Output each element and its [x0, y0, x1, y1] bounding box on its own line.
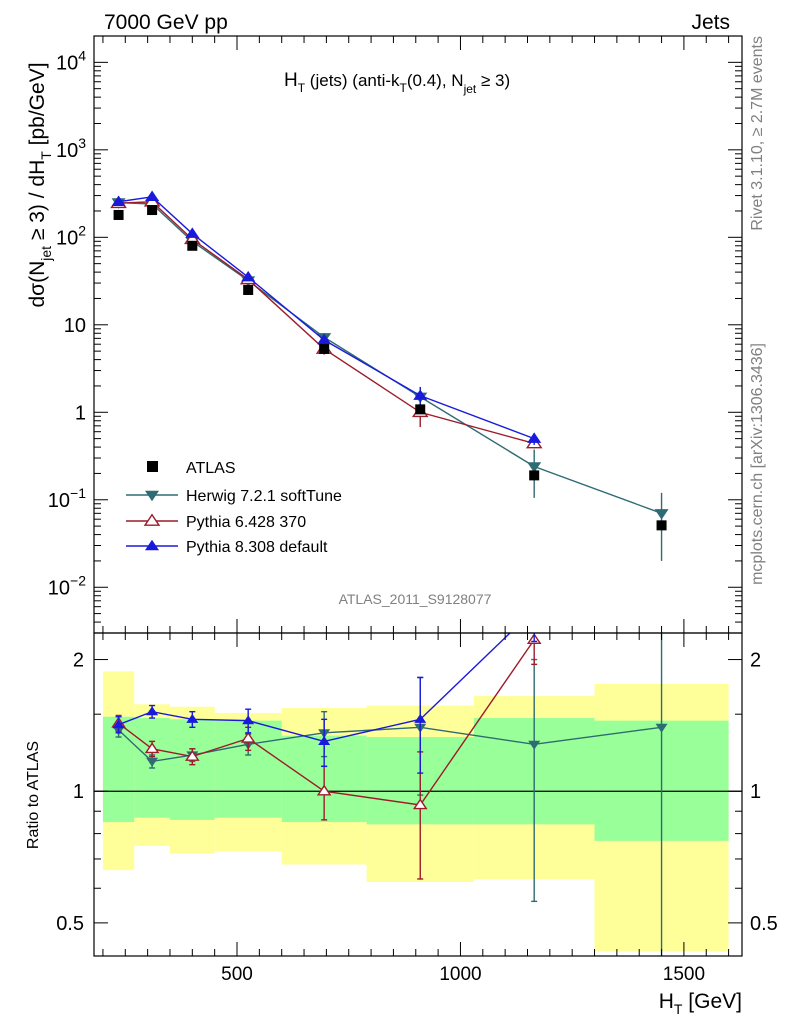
ratio-frame	[93, 632, 743, 957]
y-tick-label-6: 10−2	[48, 572, 86, 599]
ratio-tick-label-right-2: 2	[750, 650, 761, 672]
ratio-point-2-3	[242, 715, 255, 725]
ratio-point-2-4	[318, 735, 331, 745]
data-point-5	[415, 404, 426, 415]
main-point-0-7	[654, 509, 669, 520]
ratio-tick-label-right-1: 1	[750, 781, 761, 803]
main-point-2-1	[145, 190, 160, 202]
ratio-point-2-2	[186, 713, 199, 723]
ratio-point-2-6	[528, 604, 540, 613]
y-tick-label-0: 104	[56, 47, 86, 74]
y-axis-label: dσ(Njet ≥ 3) / dHT [pb/GeV]	[26, 62, 54, 307]
ratio-y-axis-label: Ratio to ATLAS	[25, 741, 42, 849]
main-point-2-4	[317, 333, 332, 345]
data-point-1	[147, 205, 158, 216]
legend-marker-data	[147, 461, 158, 472]
ratio-band-green-2	[169, 719, 215, 820]
legend-marker-2	[145, 539, 159, 551]
legend: ATLAS Herwig 7.2.1 softTune Pythia 6.428…	[126, 460, 342, 556]
rivet-label: Rivet 3.1.10, ≥ 2.7M events	[749, 36, 766, 231]
legend-label-pythia6: Pythia 6.428 370	[186, 514, 306, 531]
axis-ticks	[94, 35, 742, 956]
energy-label: 7000 GeV pp	[104, 11, 228, 34]
x-axis-label: HT [GeV]	[659, 990, 742, 1017]
legend-label-herwig: Herwig 7.2.1 softTune	[186, 488, 342, 505]
ratio-bands	[94, 671, 742, 952]
plot-title: HT (jets) (anti-kT(0.4), Njet ≥ 3)	[284, 70, 510, 96]
main-point-2-3	[241, 270, 256, 282]
y-tick-label-1: 103	[56, 135, 86, 162]
ratio-point-2-1	[146, 706, 159, 716]
ratio-tick-label-left-1: 1	[73, 781, 84, 803]
x-tick-label-2: 1500	[663, 964, 705, 985]
main-point-2-0	[111, 195, 126, 206]
ratio-point-2-0	[112, 719, 125, 729]
data-point-2	[187, 240, 198, 251]
y-tick-label-4: 1	[75, 402, 86, 424]
x-tick-label-0: 500	[221, 964, 253, 985]
data-point-7	[656, 520, 667, 531]
ratio-tick-label-right-0: 0.5	[750, 913, 778, 935]
ratio-line-0	[118, 726, 662, 763]
mcplots-label: mcplots.cern.ch [arXiv:1306.3436]	[749, 343, 766, 585]
legend-marker-1	[143, 513, 161, 526]
data-point-0	[113, 209, 124, 220]
ratio-point-2-5	[414, 713, 427, 723]
ratio-point-0-1	[146, 757, 159, 767]
ratio-point-1-5	[412, 798, 428, 810]
ratio-point-0-6	[528, 740, 541, 750]
data-point-6	[529, 470, 540, 481]
ratio-point-1-4	[316, 784, 332, 796]
ratio-tick-label-left-0: 0.5	[56, 913, 84, 935]
main-point-0-6	[527, 462, 542, 473]
jets-label: Jets	[691, 11, 730, 34]
main-line-2	[118, 196, 535, 440]
y-tick-label-2: 102	[56, 222, 86, 249]
legend-marker-0	[145, 490, 159, 502]
ratio-point-1-2	[185, 749, 200, 761]
ratio-point-1-1	[144, 742, 160, 754]
ratio-point-1-3	[240, 731, 256, 743]
ratio-tick-label-left-2: 2	[73, 650, 84, 672]
data-point-4	[319, 343, 330, 354]
main-line-1	[118, 201, 535, 445]
ratio-lines	[111, 604, 668, 956]
legend-label-pythia8: Pythia 8.308 default	[186, 539, 328, 556]
y-tick-label-5: 10−1	[48, 485, 86, 512]
x-tick-label-1: 1000	[439, 964, 481, 985]
main-point-2-6	[527, 432, 542, 443]
ratio-point-0-7	[655, 723, 668, 733]
data-point-3	[243, 284, 254, 295]
legend-label-data: ATLAS	[186, 460, 236, 477]
main-point-2-5	[413, 389, 428, 400]
y-tick-label-3: 10	[64, 315, 86, 337]
analysis-watermark: ATLAS_2011_S9128077	[339, 591, 492, 607]
main-point-2-2	[185, 227, 200, 238]
main-lines	[110, 190, 669, 561]
